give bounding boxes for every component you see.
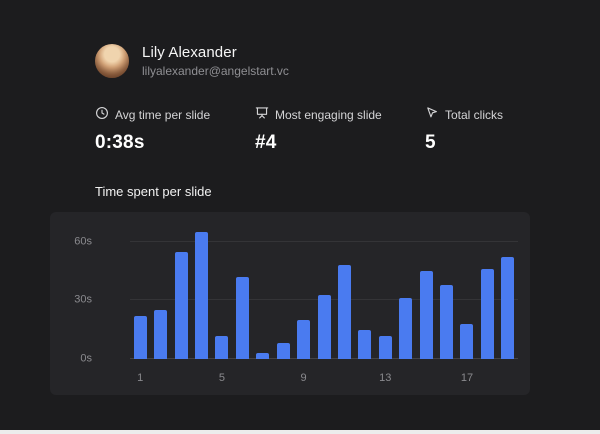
bar-slide-15[interactable] [419,271,433,359]
x-axis-label-1: 1 [137,372,144,384]
y-axis-label-30s: 30s [74,293,92,306]
bar-slot [253,230,273,359]
plot-area [130,230,518,359]
x-axis-label-empty [253,371,273,385]
stat-label: Most engaging slide [275,107,382,122]
cursor-click-icon [425,106,439,123]
bar-slide-8[interactable] [276,343,290,359]
profile-info: Lily Alexander lilyalexander@angelstart.… [142,44,289,78]
stats-row: Avg time per slide 0:38s Most engaging s… [95,106,585,154]
bar-slide-9[interactable] [297,319,311,359]
x-axis-label-9: 9 [300,372,307,384]
bar-slide-12[interactable] [358,329,372,359]
bar-slot [212,230,232,359]
profile-email: lilyalexander@angelstart.vc [142,64,289,78]
x-axis-label-empty [171,371,191,385]
bar-slot [232,230,252,359]
bar-slide-13[interactable] [378,335,392,359]
x-axis-label-empty [416,371,436,385]
stat-label: Avg time per slide [115,107,211,122]
stat-most-engaging: Most engaging slide #4 [255,106,425,154]
bottom-edge [0,430,600,434]
x-axis-label-17: 17 [460,372,474,384]
bar-slide-11[interactable] [337,265,351,359]
stat-label: Total clicks [445,107,504,122]
x-axis-label-empty [355,371,375,385]
bar-slot [395,230,415,359]
bars-container [130,230,518,359]
x-axis-label-empty [334,371,354,385]
avatar [95,44,129,78]
bar-slot [498,230,518,359]
stat-total-clicks-value: 5 [425,132,436,153]
x-axis-label-5: 5 [218,372,225,384]
profile-header: Lily Alexander lilyalexander@angelstart.… [95,44,289,78]
bar-slot [334,230,354,359]
clock-icon [95,106,109,123]
y-axis-label-60s: 60s [74,235,92,248]
bar-slot [375,230,395,359]
x-axis-label-empty [150,371,170,385]
bar-slot [416,230,436,359]
bar-slot [150,230,170,359]
bar-slot [355,230,375,359]
stat-avg-time-label-row: Avg time per slide [95,106,255,123]
bar-slide-19[interactable] [501,257,515,359]
bar-slot [191,230,211,359]
bar-slot [314,230,334,359]
x-axis-label-empty [232,371,252,385]
x-axis-label-13: 13 [379,372,392,384]
bar-slide-7[interactable] [256,353,270,359]
bar-slide-5[interactable] [215,335,229,359]
stat-most-engaging-value: #4 [255,132,277,153]
chart-title: Time spent per slide [95,184,212,199]
stat-most-engaging-label-row: Most engaging slide [255,106,425,123]
x-axis-label-empty [395,371,415,385]
gridline-60s [130,240,518,242]
y-axis: 0s 30s 60s [62,230,92,364]
x-axis-label-empty [498,371,518,385]
bar-slot [130,230,150,359]
x-axis-label-empty [191,371,211,385]
time-spent-chart: 0s 30s 60s 1 5 9 13 17 [50,212,530,395]
bar-slot [477,230,497,359]
x-axis-label-empty [477,371,497,385]
bar-slide-14[interactable] [399,298,413,359]
stat-total-clicks: Total clicks 5 [425,106,585,154]
bar-slot [436,230,456,359]
profile-name: Lily Alexander [142,44,237,61]
presentation-icon [255,106,269,123]
bar-slide-18[interactable] [480,269,494,359]
bar-slide-17[interactable] [460,323,474,359]
x-axis-label-empty [436,371,456,385]
bar-slot [293,230,313,359]
x-axis: 1 5 9 13 17 [130,371,518,385]
stat-avg-time-value: 0:38s [95,132,145,153]
stat-total-clicks-label-row: Total clicks [425,106,585,123]
bar-slot [171,230,191,359]
x-axis-label-empty [314,371,334,385]
bar-slide-16[interactable] [440,284,454,359]
bar-slide-2[interactable] [154,310,168,359]
bar-slide-3[interactable] [174,251,188,359]
bar-slide-6[interactable] [235,276,249,359]
bar-slot [457,230,477,359]
stat-avg-time: Avg time per slide 0:38s [95,106,255,154]
bar-slot [273,230,293,359]
y-axis-label-0s: 0s [80,352,92,365]
bar-slide-10[interactable] [317,294,331,359]
x-axis-label-empty [273,371,293,385]
bar-slide-4[interactable] [194,231,208,359]
bar-slide-1[interactable] [133,316,147,359]
